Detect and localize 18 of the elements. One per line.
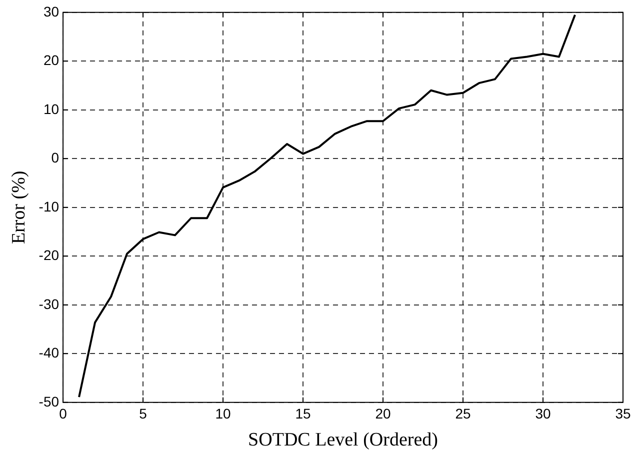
y-tick-label: 10 [43, 100, 60, 117]
y-tick-label: 20 [43, 52, 60, 68]
y-tick-label: 30 [43, 3, 60, 20]
x-tick-label: 15 [295, 406, 312, 422]
x-tick-label: 25 [455, 406, 472, 422]
x-tick-label: 5 [139, 406, 148, 422]
x-tick-label: 30 [535, 406, 551, 422]
y-tick-label: -20 [38, 247, 60, 264]
y-tick-label: -10 [38, 198, 60, 214]
x-tick-label: 20 [375, 406, 392, 422]
y-tick-label: -50 [38, 393, 60, 410]
y-axis-title: Error (%) [8, 170, 30, 244]
y-tick-label: -40 [38, 344, 60, 361]
x-tick-label: 10 [215, 406, 232, 422]
x-tick-label: 35 [615, 406, 631, 422]
x-axis-title: SOTDC Level (Ordered) [248, 430, 438, 451]
y-tick-label: -30 [38, 296, 60, 312]
y-tick-label: 0 [51, 150, 60, 166]
